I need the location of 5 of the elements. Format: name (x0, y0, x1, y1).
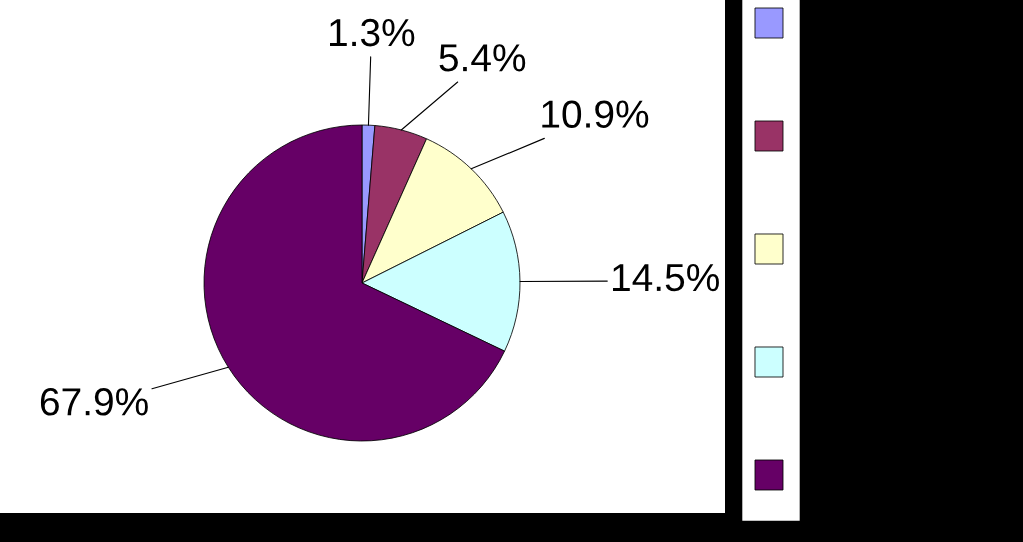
data-label: 10.9% (542, 100, 649, 128)
data-label: 1.3% (330, 18, 415, 47)
data-label: 5.4% (439, 44, 526, 72)
data-label: 14.5% (613, 263, 719, 292)
data-label: 67.9% (40, 388, 148, 416)
